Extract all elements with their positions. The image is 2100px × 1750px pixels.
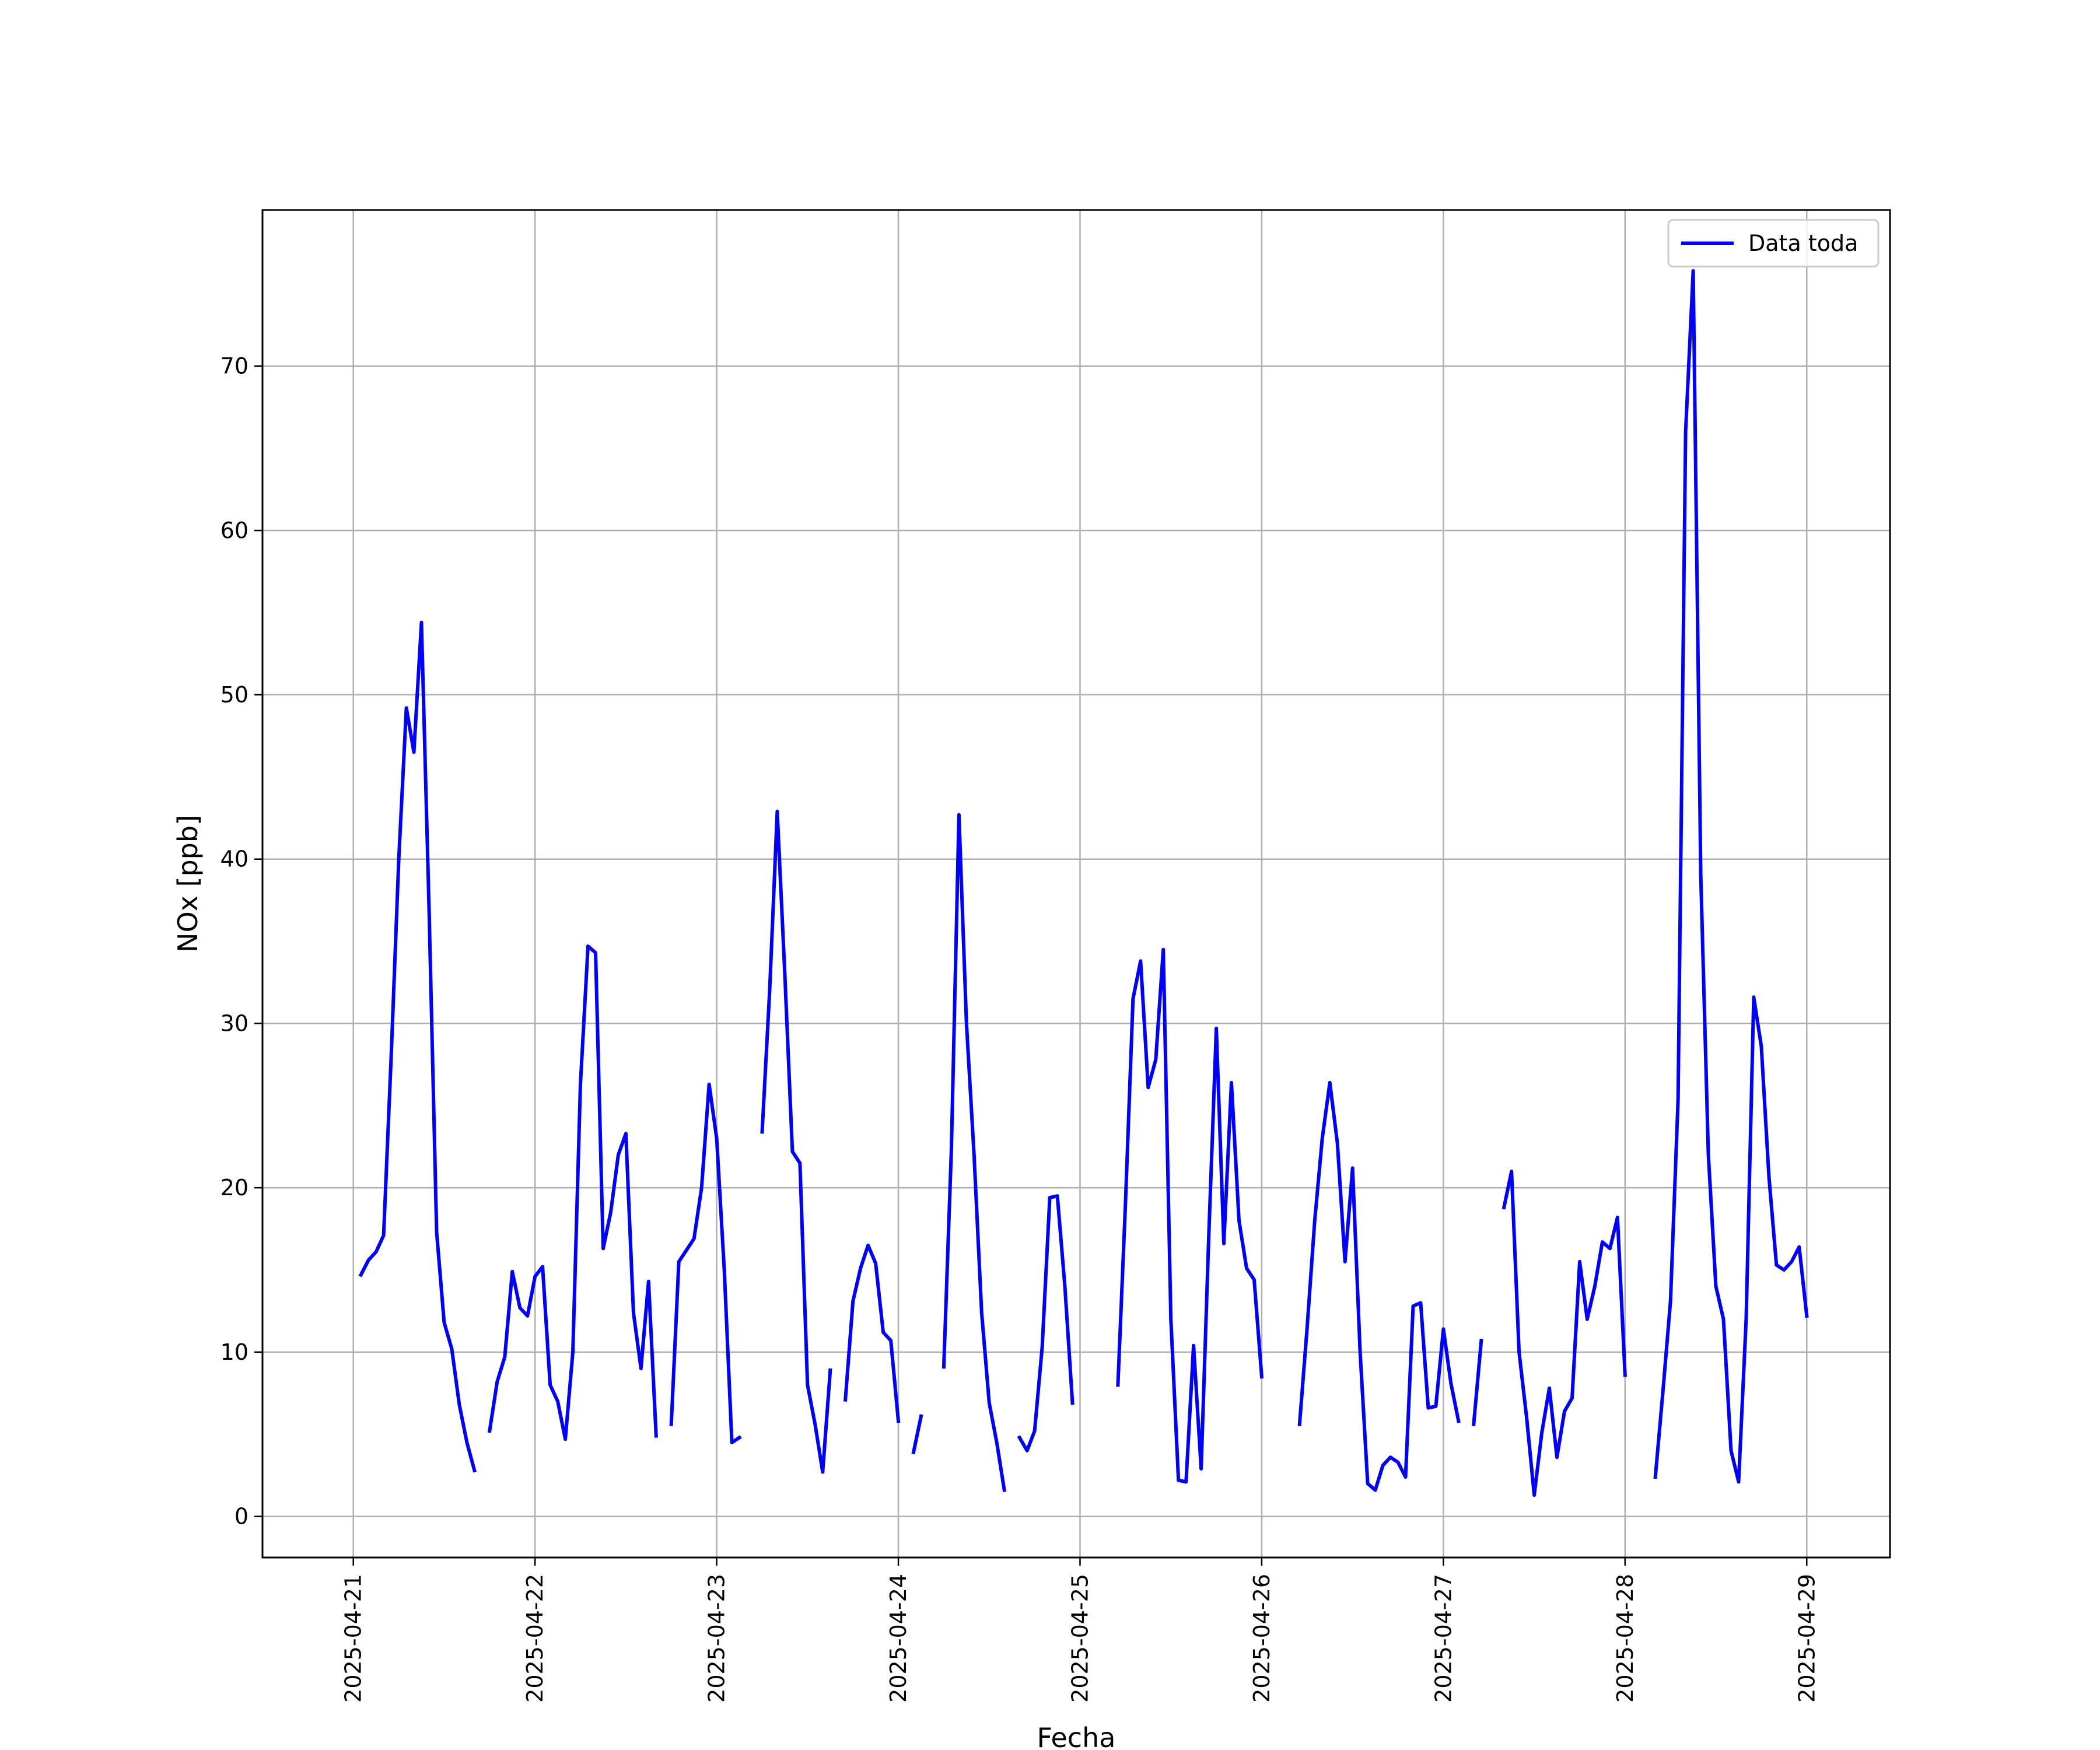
plot-area (262, 210, 1890, 1558)
y-tick-label: 10 (220, 1339, 249, 1365)
series-line-segment (1017, 1194, 1074, 1452)
series-line-segment (487, 944, 658, 1441)
series-line-segment (1653, 269, 1809, 1484)
x-tick-label: 2025-04-27 (1430, 1574, 1456, 1703)
x-tick-label: 2025-04-28 (1612, 1574, 1638, 1703)
series-line-segment (358, 621, 477, 1473)
x-tick-label: 2025-04-26 (1249, 1574, 1275, 1703)
axis-ticks: 2025-04-21 2025-04-22 2025-04-23 2025-04-24… (220, 354, 1820, 1703)
series-line-segment (1297, 1080, 1461, 1492)
series-line-segment (1472, 1338, 1483, 1427)
series-line-segment (1116, 947, 1264, 1484)
x-tick-label: 2025-04-22 (522, 1574, 548, 1703)
x-axis-label: Fecha (1037, 1722, 1116, 1750)
x-tick-label: 2025-04-23 (704, 1574, 730, 1703)
y-axis-label: NOx [ppb] (172, 815, 204, 953)
legend-label: Data toda (1748, 230, 1858, 256)
series-line-segment (669, 1082, 742, 1444)
series-line-segment (760, 810, 832, 1474)
y-tick-label: 30 (220, 1010, 249, 1036)
x-tick-label: 2025-04-24 (886, 1574, 911, 1703)
grid-lines (262, 210, 1890, 1558)
series-line-segment (843, 1243, 901, 1423)
x-tick-label: 2025-04-21 (341, 1574, 366, 1703)
series-line-segment (942, 813, 1007, 1492)
y-tick-label: 20 (220, 1175, 249, 1200)
y-tick-label: 70 (220, 354, 249, 379)
x-tick-label: 2025-04-25 (1067, 1574, 1093, 1703)
y-tick-label: 40 (220, 846, 249, 872)
y-tick-label: 60 (220, 517, 249, 543)
legend-box (1667, 219, 1880, 268)
series-lines (358, 269, 1809, 1497)
series-line-segment (911, 1414, 923, 1455)
series-line-segment (1502, 1170, 1627, 1497)
legend: Data toda (1667, 219, 1880, 268)
x-tick-label: 2025-04-29 (1794, 1574, 1819, 1703)
y-tick-label: 50 (220, 682, 249, 708)
plot-frame (261, 209, 1891, 1559)
y-tick-label: 0 (235, 1504, 249, 1530)
